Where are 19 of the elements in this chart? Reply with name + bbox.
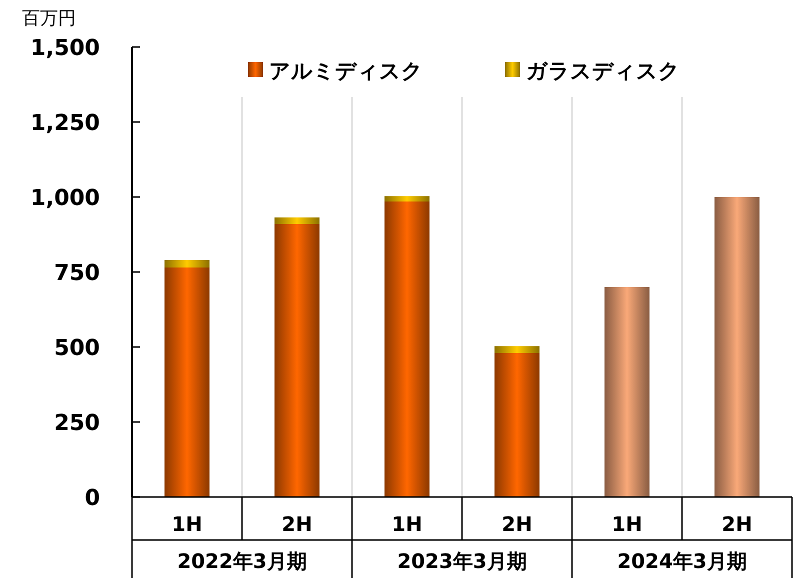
y-axis-title: 百万円 (22, 8, 76, 29)
y-tick-label: 500 (54, 336, 100, 361)
y-tick-label: 750 (54, 261, 100, 286)
text: 2022年3月期 (177, 549, 307, 573)
x-tick-label: 2H (282, 512, 312, 536)
x-tick-label: 1H (392, 512, 422, 536)
legend-label: アルミディスク (269, 59, 423, 83)
legend-label: ガラスディスク (526, 59, 680, 83)
y-tick-label: 1,000 (30, 186, 100, 211)
x-tick-label: 1H (172, 512, 202, 536)
x-tick-label: 1H (612, 512, 642, 536)
y-tick-label: 1,250 (30, 111, 100, 136)
y-tick-label: 250 (54, 411, 100, 436)
text: 2024年3月期 (617, 549, 747, 573)
y-tick-label: 1,500 (30, 36, 100, 61)
x-tick-label: 2H (502, 512, 532, 536)
x-tick-label: 2H (722, 512, 752, 536)
text: 2023年3月期 (397, 549, 527, 573)
y-tick-label: 0 (84, 486, 100, 511)
